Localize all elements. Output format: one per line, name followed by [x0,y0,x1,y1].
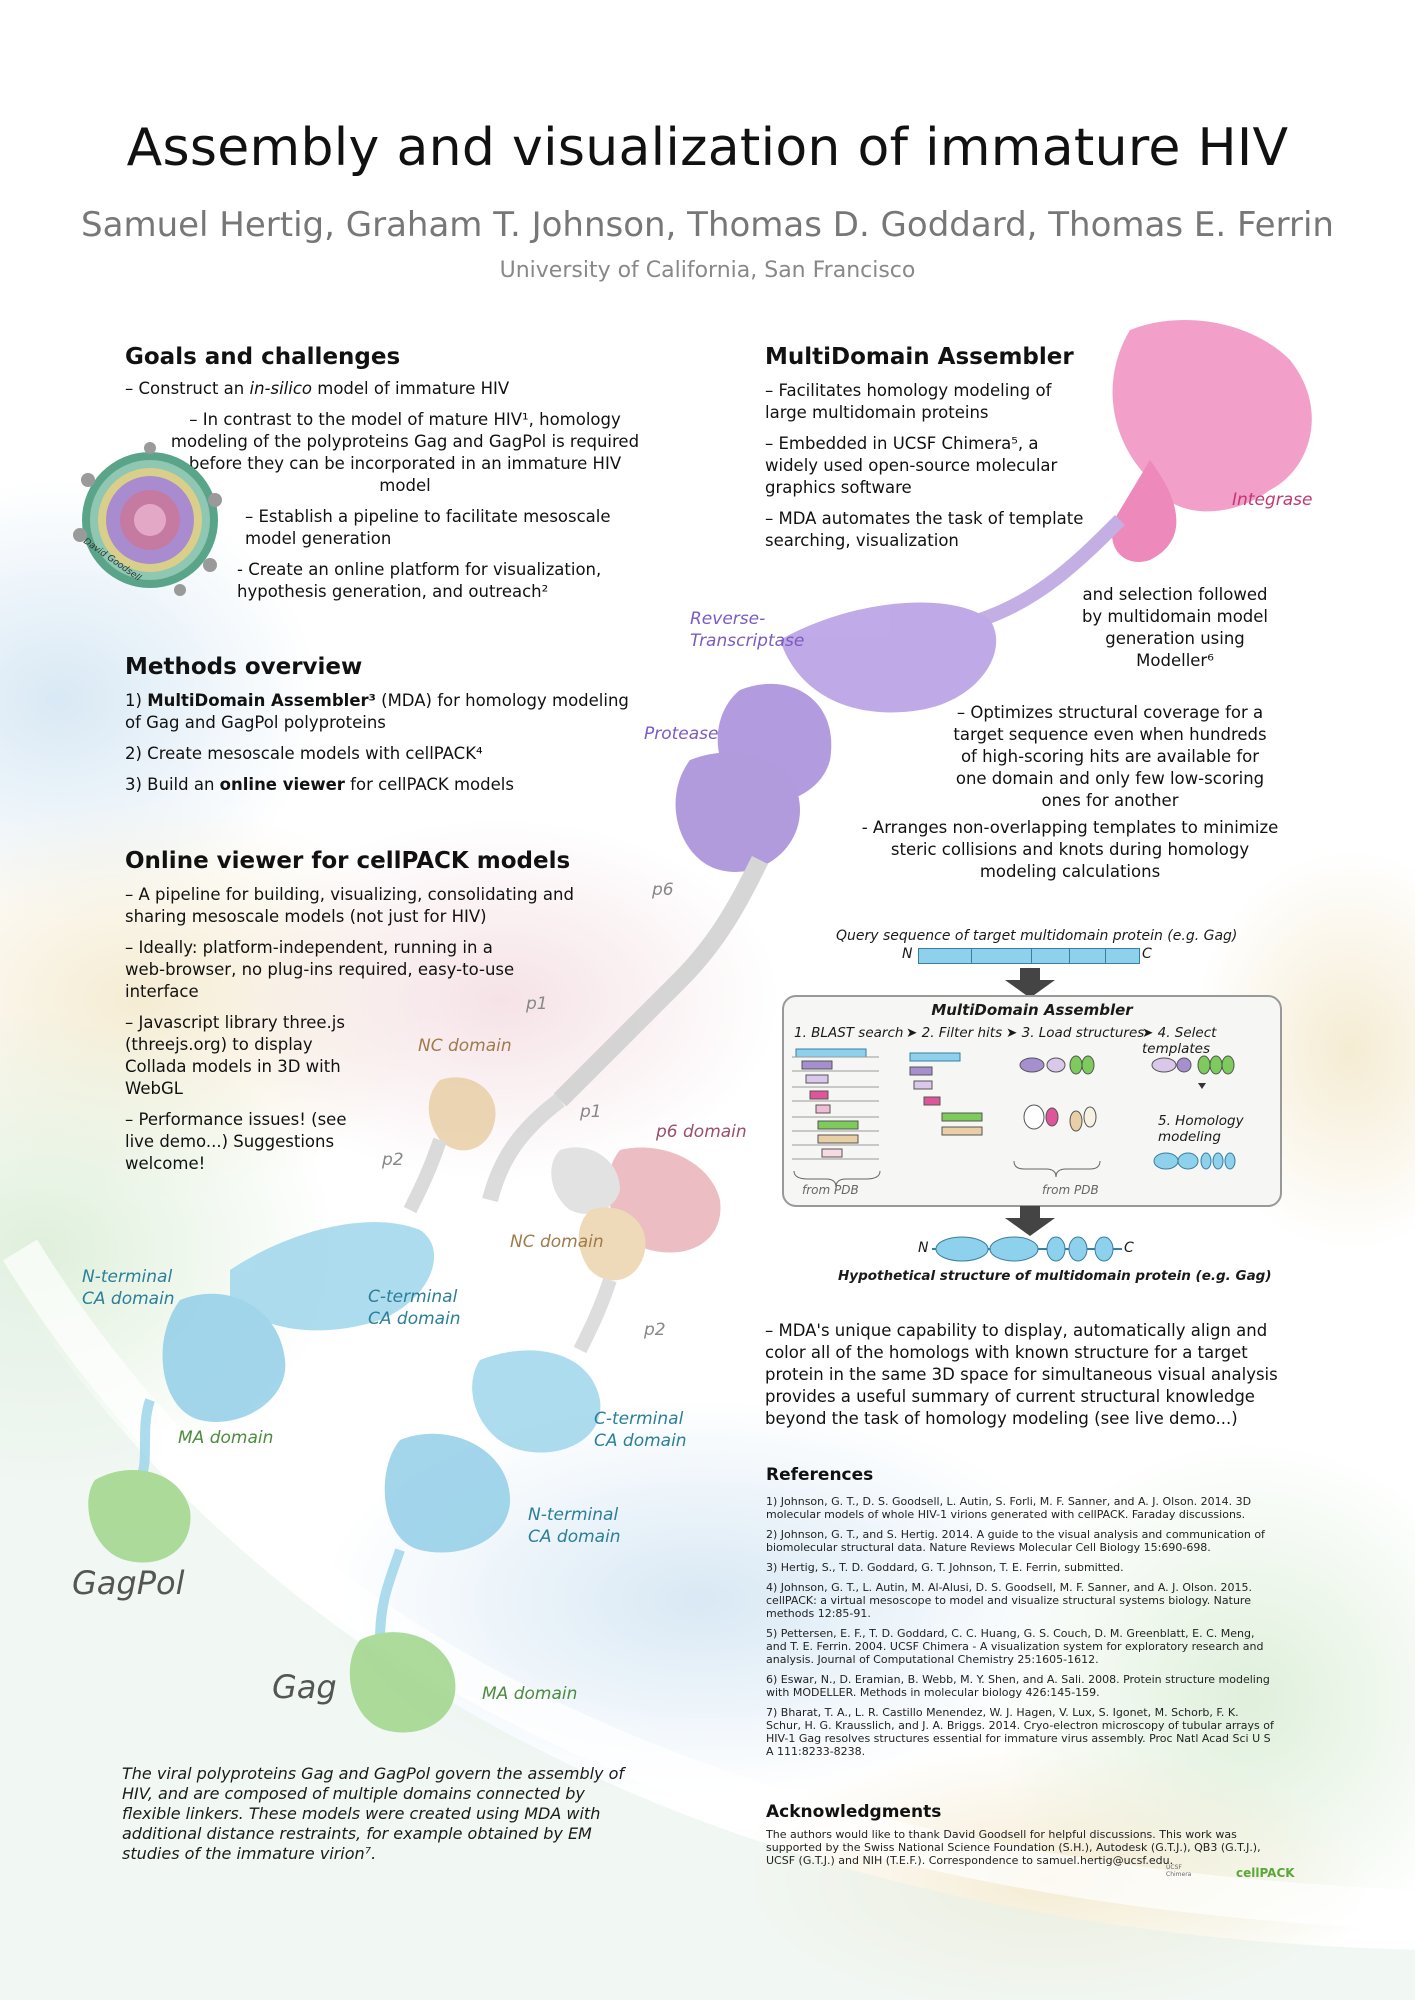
goals-item-3: – Establish a pipeline to facilitate mes… [245,507,611,548]
affiliation: University of California, San Francisco [499,258,916,283]
methods-heading: Methods overview [125,654,363,680]
reference-item: 2) Johnson, G. T., and S. Hertig. 2014. … [766,1528,1265,1554]
label-p6-gagpol: p6 [652,880,674,900]
mda-item-5: - Arranges non-overlapping templates to … [861,818,1279,881]
acknowledgments-section: Acknowledgments The authors would like t… [766,1802,1276,1867]
reference-item: 7) Bharat, T. A., L. R. Castillo Menende… [766,1706,1274,1758]
workflow-sketch [792,1048,1236,1188]
label-gag: Gag [272,1668,337,1706]
label-p1-gagpol: p1 [526,994,548,1014]
mda-workflow-box: MultiDomain Assembler 1. BLAST search ➤ … [782,995,1282,1207]
methods-item-2: 2) Create mesoscale models with cellPACK… [125,744,483,763]
mda-item-2: – Embedded in UCSF Chimera⁵, a widely us… [765,434,1058,497]
step-select-templates: ➤ 4. Select templates [1142,1025,1217,1057]
reference-item: 3) Hertig, S., T. D. Goddard, G. T. John… [766,1561,1124,1574]
step-homology-modeling: 5. Homology modeling [1158,1113,1244,1145]
mda-item-3: – MDA automates the task of template sea… [765,509,1084,550]
label-p2-gagpol: p2 [382,1150,404,1170]
hypo-c-label: C [1124,1240,1134,1256]
label-ma-domain-gagpol: MA domain [178,1428,274,1448]
diagram-n-label: N [902,946,913,962]
hypothetical-structure-diagram [932,1236,1122,1262]
acknowledgments-heading: Acknowledgments [766,1802,942,1822]
label-p6-domain: p6 domain [656,1122,747,1142]
down-arrow-icon [1005,968,1055,998]
mda-item-6: – MDA's unique capability to display, au… [765,1321,1278,1428]
viewer-item-3: – Javascript library three.js (threejs.o… [125,1013,345,1098]
methods-item-1: 1) MultiDomain Assembler³ (MDA) for homo… [125,691,629,732]
references-heading: References [766,1465,874,1485]
label-integrase: Integrase [1232,490,1313,510]
label-gagpol: GagPol [72,1564,185,1602]
goals-item-1: – Construct an in-silico model of immatu… [125,379,510,398]
reference-list: 1) Johnson, G. T., D. S. Goodsell, L. Au… [766,1495,1276,1758]
figure-caption: The viral polyproteins Gag and GagPol go… [122,1764,625,1863]
label-reverse-transcriptase: Reverse- Transcriptase [690,609,805,651]
viewer-item-4: – Performance issues! (see live demo...)… [125,1110,347,1173]
label-nc-domain-gagpol: NC domain [418,1036,512,1056]
mda-item-4: – Optimizes structural coverage for a ta… [953,703,1267,810]
label-protease: Protease [644,724,719,744]
cellpack-logo: cellPACK [1236,1866,1295,1880]
mda-section: MultiDomain Assembler – Facilitates homo… [765,344,1085,561]
label-n-terminal-ca-gagpol: N-terminal CA domain [82,1267,175,1309]
query-sequence-bar [918,948,1140,964]
diagram-query-label: Query sequence of target multidomain pro… [836,928,1238,944]
acknowledgments-text: The authors would like to thank David Go… [766,1828,1261,1867]
from-pdb-label-1: from PDB [802,1183,859,1197]
diagram-c-label: C [1142,946,1152,962]
label-ma-domain-gag: MA domain [482,1684,578,1704]
ucsf-chimera-logo: UCSF Chimera [1166,1864,1192,1878]
poster-title: Assembly and visualization of immature H… [126,118,1289,178]
goals-heading: Goals and challenges [125,344,401,370]
goals-item-4: - Create an online platform for visualiz… [237,560,602,601]
reference-item: 1) Johnson, G. T., D. S. Goodsell, L. Au… [766,1495,1252,1521]
mda-item-3-continued: and selection followed by multidomain mo… [1081,585,1269,670]
goals-section: Goals and challenges – Construct an in-s… [125,344,645,612]
label-c-terminal-ca-gag: C-terminal CA domain [594,1409,687,1451]
step-blast-search: 1. BLAST search [794,1025,904,1041]
references-section: References 1) Johnson, G. T., D. S. Good… [766,1465,1276,1765]
label-n-terminal-ca-gag: N-terminal CA domain [528,1505,621,1547]
mda-heading: MultiDomain Assembler [765,344,1074,370]
label-c-terminal-ca-gagpol: C-terminal CA domain [368,1287,461,1329]
hypothetical-structure-label: Hypothetical structure of multidomain pr… [838,1268,1272,1284]
goals-item-2: – In contrast to the model of mature HIV… [170,410,640,495]
methods-section: Methods overview 1) MultiDomain Assemble… [125,654,645,805]
step-load-structures: ➤ 3. Load structures [1006,1025,1145,1041]
hiv-virion-illustration [73,442,222,596]
reference-item: 4) Johnson, G. T., L. Autin, M. Al-Alusi… [766,1581,1253,1620]
authors: Samuel Hertig, Graham T. Johnson, Thomas… [81,205,1334,245]
hypo-n-label: N [918,1240,929,1256]
step-filter-hits: ➤ 2. Filter hits [906,1025,1003,1041]
reference-item: 6) Eswar, N., D. Eramian, B. Webb, M. Y.… [766,1673,1270,1699]
mda-item-1: – Facilitates homology modeling of large… [765,381,1052,422]
viewer-heading: Online viewer for cellPACK models [125,848,571,874]
label-nc-domain-gag: NC domain [510,1232,604,1252]
from-pdb-label-2: from PDB [1042,1183,1099,1197]
mda-box-title: MultiDomain Assembler [931,1001,1133,1019]
down-arrow-icon-2 [1005,1206,1055,1236]
methods-item-3: 3) Build an online viewer for cellPACK m… [125,775,514,794]
viewer-item-2: – Ideally: platform-independent, running… [125,938,515,1001]
label-p1-gag: p1 [580,1102,602,1122]
protein-structures-art [88,320,1312,1733]
viewer-item-1: – A pipeline for building, visualizing, … [125,885,574,926]
label-p2-gag: p2 [644,1320,666,1340]
reference-item: 5) Pettersen, E. F., T. D. Goddard, C. C… [766,1627,1264,1666]
viewer-section: Online viewer for cellPACK models – A pi… [125,848,575,1184]
